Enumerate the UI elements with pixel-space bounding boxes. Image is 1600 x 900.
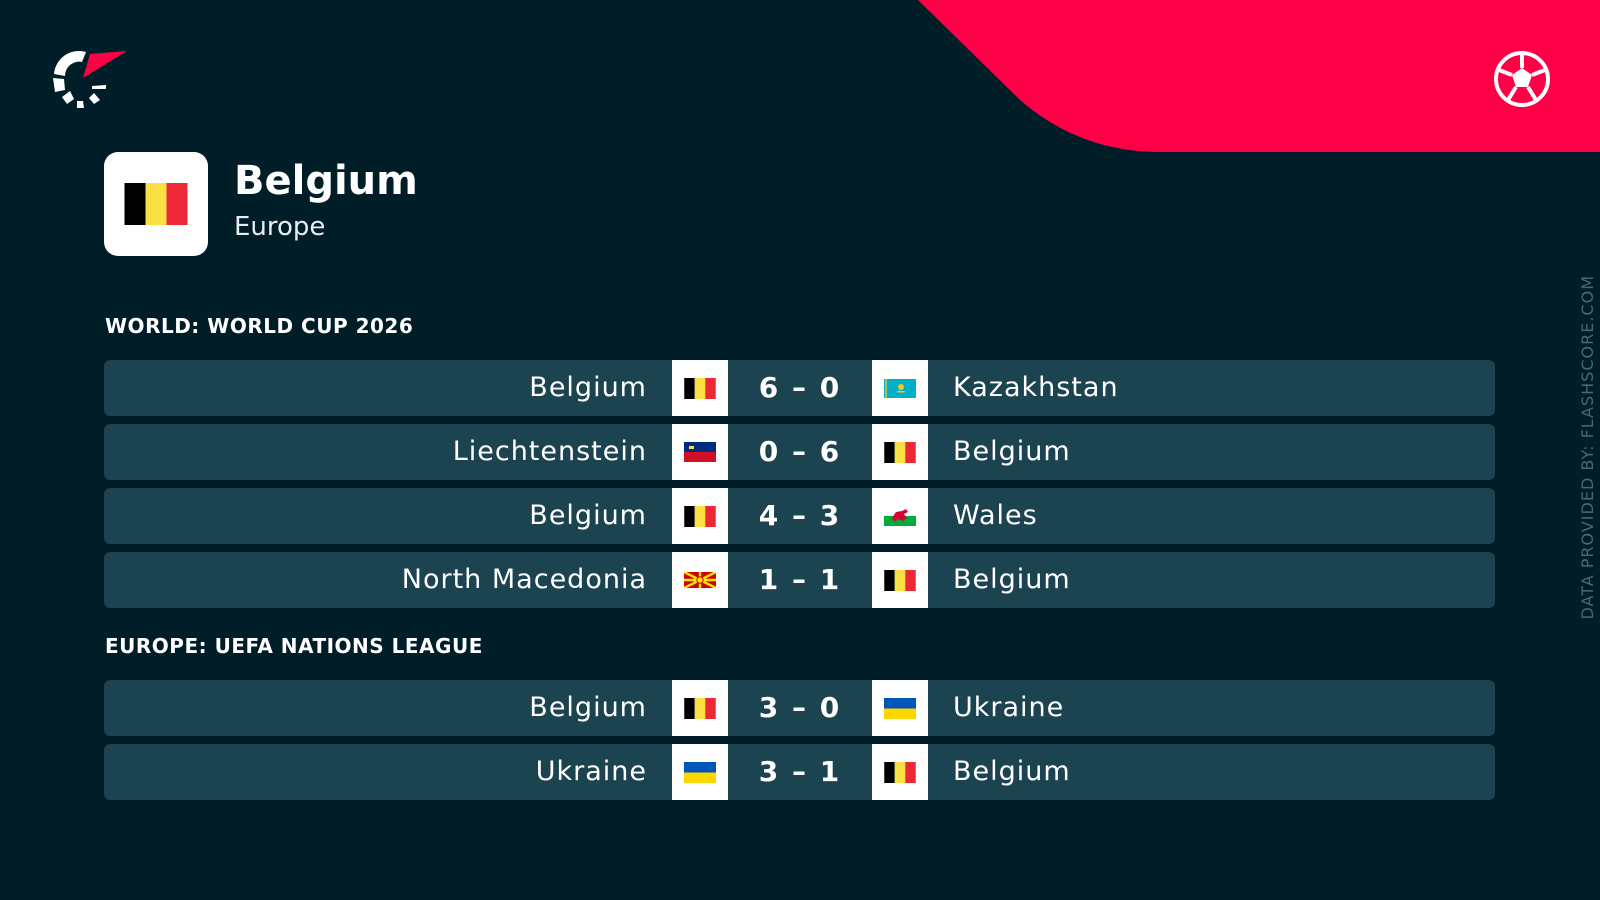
match-row[interactable]: North Macedonia 1 – 1 Belgium <box>104 552 1495 608</box>
data-credit: DATA PROVIDED BY: FLASHSCORE.COM <box>1578 275 1597 620</box>
kazakhstan-flag-icon <box>872 360 928 416</box>
match-row[interactable]: Ukraine 3 – 1 Belgium <box>104 744 1495 800</box>
home-team: North Macedonia <box>401 564 647 595</box>
belgium-flag-icon <box>672 680 728 736</box>
belgium-flag-icon <box>872 424 928 480</box>
away-team: Kazakhstan <box>953 372 1119 403</box>
north-macedonia-flag-icon <box>672 552 728 608</box>
match-row[interactable]: Belgium 4 – 3 Wales <box>104 488 1495 544</box>
belgium-flag-icon <box>672 488 728 544</box>
match-row[interactable]: Liechtenstein 0 – 6 Belgium <box>104 424 1495 480</box>
belgium-flag-icon <box>872 552 928 608</box>
belgium-flag-icon <box>672 360 728 416</box>
away-team: Ukraine <box>953 692 1065 723</box>
ukraine-flag-icon <box>672 744 728 800</box>
match-score: 4 – 3 <box>758 499 842 532</box>
match-score: 1 – 1 <box>758 563 842 596</box>
wales-flag-icon <box>872 488 928 544</box>
match-score: 3 – 1 <box>758 755 842 788</box>
match-row[interactable]: Belgium 3 – 0 Ukraine <box>104 680 1495 736</box>
away-team: Wales <box>953 500 1038 531</box>
home-team: Liechtenstein <box>452 436 647 467</box>
team-region: Europe <box>234 212 326 242</box>
away-team: Belgium <box>953 564 1071 595</box>
team-flag-card <box>104 152 208 256</box>
ukraine-flag-icon <box>872 680 928 736</box>
match-score: 3 – 0 <box>758 691 842 724</box>
belgium-flag-icon <box>124 183 188 225</box>
match-score: 6 – 0 <box>758 371 842 404</box>
home-team: Ukraine <box>535 756 647 787</box>
home-team: Belgium <box>529 692 647 723</box>
liechtenstein-flag-icon <box>672 424 728 480</box>
away-team: Belgium <box>953 436 1071 467</box>
team-name: Belgium <box>234 158 418 204</box>
soccer-ball-icon <box>1494 51 1550 107</box>
away-team: Belgium <box>953 756 1071 787</box>
competition-title: WORLD: WORLD CUP 2026 <box>105 314 414 338</box>
belgium-flag-icon <box>872 744 928 800</box>
home-team: Belgium <box>529 372 647 403</box>
competition-title: EUROPE: UEFA NATIONS LEAGUE <box>105 634 483 658</box>
match-score: 0 – 6 <box>758 435 842 468</box>
home-team: Belgium <box>529 500 647 531</box>
flashscore-logo <box>53 50 127 108</box>
match-row[interactable]: Belgium 6 – 0 Kazakhstan <box>104 360 1495 416</box>
